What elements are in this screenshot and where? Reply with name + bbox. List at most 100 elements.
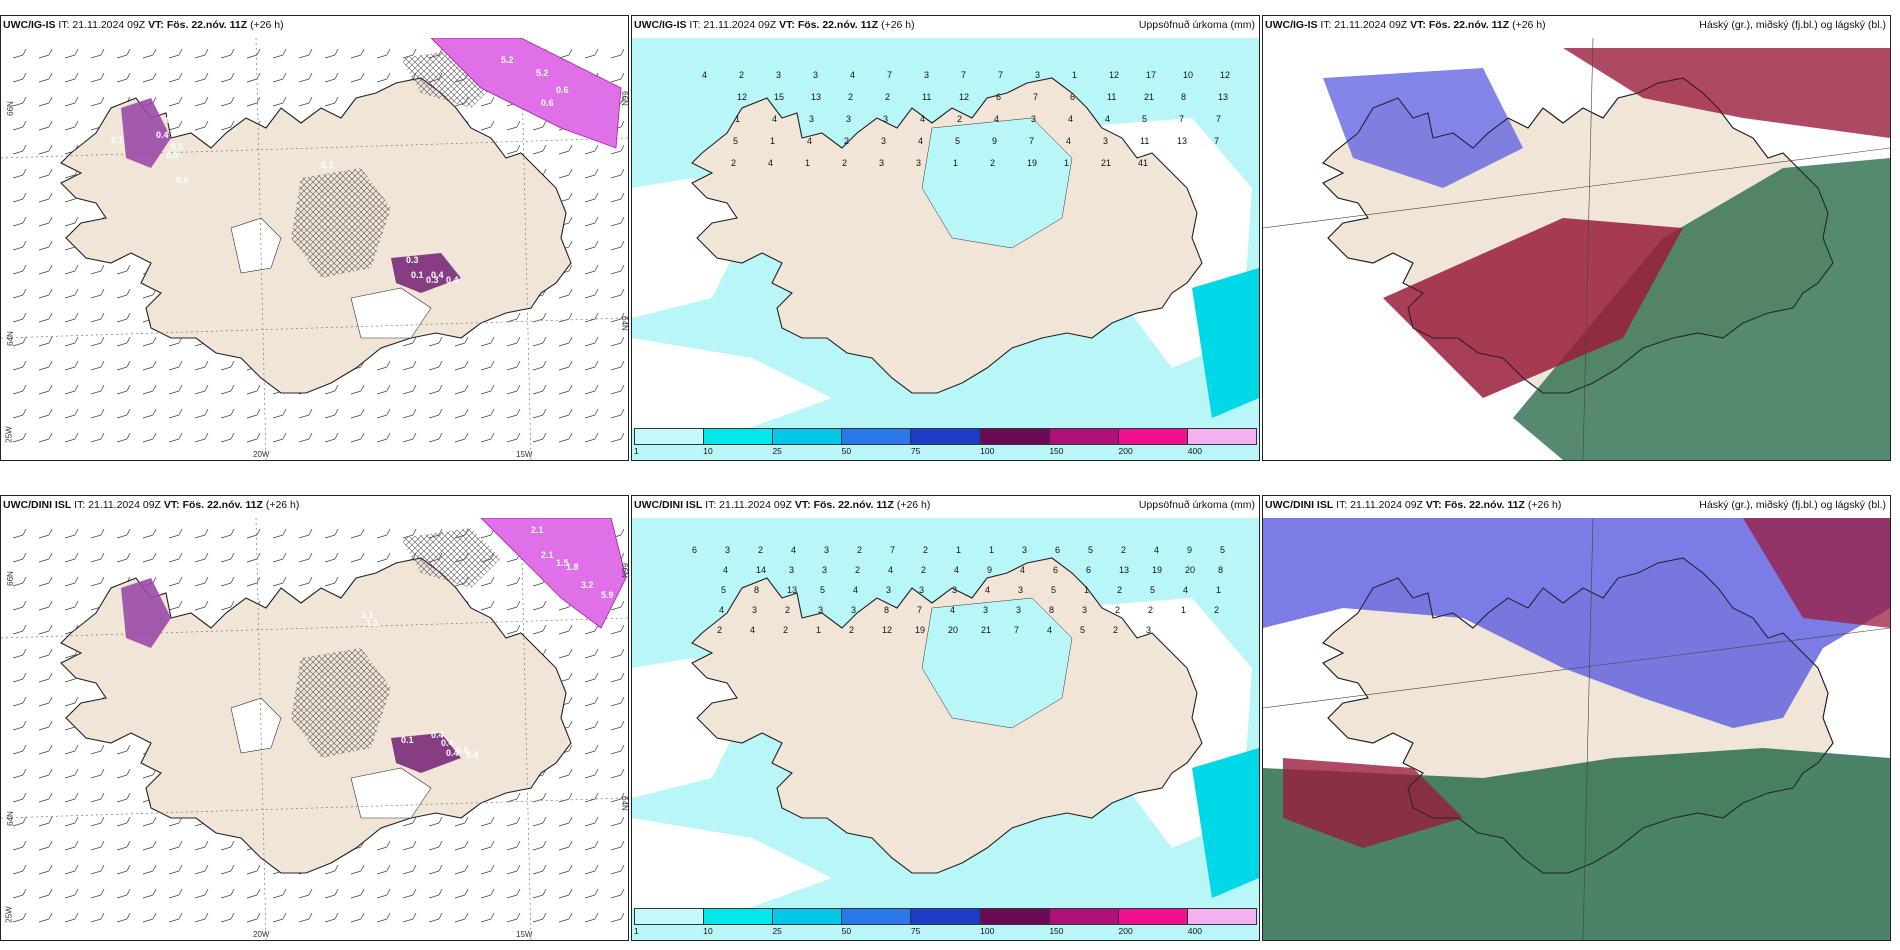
wind-barb-flag bbox=[22, 696, 27, 704]
wind-barb bbox=[90, 342, 102, 347]
wind-barb bbox=[64, 294, 76, 299]
wind-barb bbox=[64, 246, 76, 251]
map-wind-precip[interactable]: 2.12.11.51.83.25.91.11.10.40.40.60.40.10… bbox=[1, 518, 628, 940]
wind-barb bbox=[194, 438, 206, 443]
map-wind-precip[interactable]: 5.25.20.60.60.30.50.40.50.50.60.10.30.1 0… bbox=[1, 38, 628, 460]
precip-value-label: 0.5 bbox=[166, 150, 179, 160]
precip-value-label: 4 bbox=[1154, 545, 1159, 555]
precip-value-label: 2 bbox=[783, 625, 788, 635]
wind-barb-flag bbox=[490, 432, 495, 440]
wind-barb bbox=[532, 606, 544, 611]
wind-barb-flag bbox=[438, 888, 443, 896]
wind-barb-flag bbox=[516, 384, 521, 392]
wind-barb-flag bbox=[74, 744, 79, 752]
wind-barb bbox=[584, 894, 596, 899]
wind-barb-flag bbox=[256, 864, 261, 872]
legend-tick-label: 400 bbox=[1187, 446, 1202, 456]
wind-barb-flag bbox=[230, 408, 235, 416]
wind-barb-flag bbox=[48, 408, 53, 416]
wind-barb bbox=[610, 774, 622, 779]
wind-barb-flag bbox=[230, 96, 235, 104]
axis-lat-right-top: 66N bbox=[619, 91, 629, 106]
wind-barb-flag bbox=[22, 720, 27, 728]
wind-barb bbox=[272, 78, 284, 83]
wind-barb bbox=[38, 414, 50, 419]
colorbar-legend: 1 10 25 50 75 100 150 200 400 bbox=[634, 908, 1257, 938]
precip-value-label: 2.1 bbox=[541, 550, 554, 560]
wind-barb-flag bbox=[308, 528, 313, 536]
wind-barb-flag bbox=[334, 432, 339, 440]
wind-barb-flag bbox=[594, 792, 599, 800]
wind-barb-flag bbox=[542, 648, 547, 656]
wind-barb bbox=[194, 366, 206, 371]
coastline bbox=[1322, 557, 1834, 874]
wind-barb-flag bbox=[542, 792, 547, 800]
wind-barb bbox=[12, 822, 24, 827]
wind-barb-flag bbox=[308, 72, 313, 80]
legend-swatch bbox=[1049, 909, 1119, 924]
map-accumulated-precip[interactable]: 6 3 2 4 3 2 7 2 1 1 3 6 5 2 4 9 54 14 3 3 2 4 2 4 9 4 6 6 13 19 20 85 8 1… bbox=[632, 518, 1259, 940]
wind-barb bbox=[246, 558, 258, 563]
precip-value-label: 3.2 bbox=[581, 580, 594, 590]
wind-barb bbox=[246, 78, 258, 83]
wind-barb bbox=[12, 630, 24, 635]
wind-barb bbox=[454, 918, 466, 923]
precip-value-label: 7 bbox=[1014, 625, 1019, 635]
wind-barb bbox=[610, 414, 622, 419]
axis-lat-right-top: 66N bbox=[619, 563, 629, 578]
wind-barb bbox=[220, 582, 232, 587]
wind-barb-flag bbox=[152, 336, 157, 344]
wind-barb bbox=[194, 54, 206, 59]
wind-barb-flag bbox=[360, 912, 365, 920]
wind-barb bbox=[116, 822, 128, 827]
precip-value-label: 3 bbox=[776, 70, 781, 80]
wind-barb-flag bbox=[204, 864, 209, 872]
wind-barb bbox=[220, 870, 232, 875]
wind-barb-flag bbox=[308, 576, 313, 584]
axis-lat-right-bot: 64N bbox=[619, 316, 629, 331]
precip-value-label: 4 bbox=[1020, 565, 1025, 575]
wind-barb bbox=[298, 414, 310, 419]
precip-area bbox=[121, 98, 171, 168]
wind-barb-flag bbox=[438, 360, 443, 368]
wind-barb bbox=[12, 846, 24, 851]
wind-barb bbox=[142, 918, 154, 923]
wind-barb bbox=[610, 606, 622, 611]
wind-barb bbox=[584, 270, 596, 275]
wind-barb bbox=[38, 150, 50, 155]
legend-tick-label: 200 bbox=[1118, 446, 1133, 456]
wind-barb-flag bbox=[22, 192, 27, 200]
wind-barb bbox=[246, 582, 258, 587]
precip-value-label: 15 bbox=[774, 92, 784, 102]
wind-barb bbox=[558, 774, 570, 779]
precip-value-label: 4 bbox=[719, 605, 724, 615]
wind-barb-flag bbox=[126, 360, 131, 368]
wind-barb-flag bbox=[594, 168, 599, 176]
map-cloud-cover[interactable] bbox=[1263, 518, 1890, 940]
precip-value-label: 0.1 bbox=[111, 135, 124, 145]
precip-value-label: 9 bbox=[987, 565, 992, 575]
wind-barb bbox=[480, 870, 492, 875]
wind-barb bbox=[194, 918, 206, 923]
wind-barb-flag bbox=[48, 144, 53, 152]
precip-value-label: 4 bbox=[950, 605, 955, 615]
wind-barb bbox=[584, 438, 596, 443]
wind-barb bbox=[116, 798, 128, 803]
wind-barb bbox=[428, 846, 440, 851]
wind-barb-flag bbox=[438, 432, 443, 440]
precip-value-label: 1.1 bbox=[361, 610, 374, 620]
wind-barb-flag bbox=[412, 360, 417, 368]
precip-value-label: 2 bbox=[739, 70, 744, 80]
precip-value-label: 3 bbox=[879, 158, 884, 168]
wind-barb bbox=[220, 78, 232, 83]
wind-barb bbox=[532, 894, 544, 899]
map-cloud-cover[interactable] bbox=[1263, 38, 1890, 460]
precip-value-label: 11 bbox=[1107, 92, 1116, 102]
wind-barb bbox=[454, 438, 466, 443]
wind-barb bbox=[402, 414, 414, 419]
precip-area bbox=[121, 578, 171, 648]
wind-barb-flag bbox=[360, 72, 365, 80]
wind-barb bbox=[298, 558, 310, 563]
wind-barb-flag bbox=[620, 720, 625, 728]
